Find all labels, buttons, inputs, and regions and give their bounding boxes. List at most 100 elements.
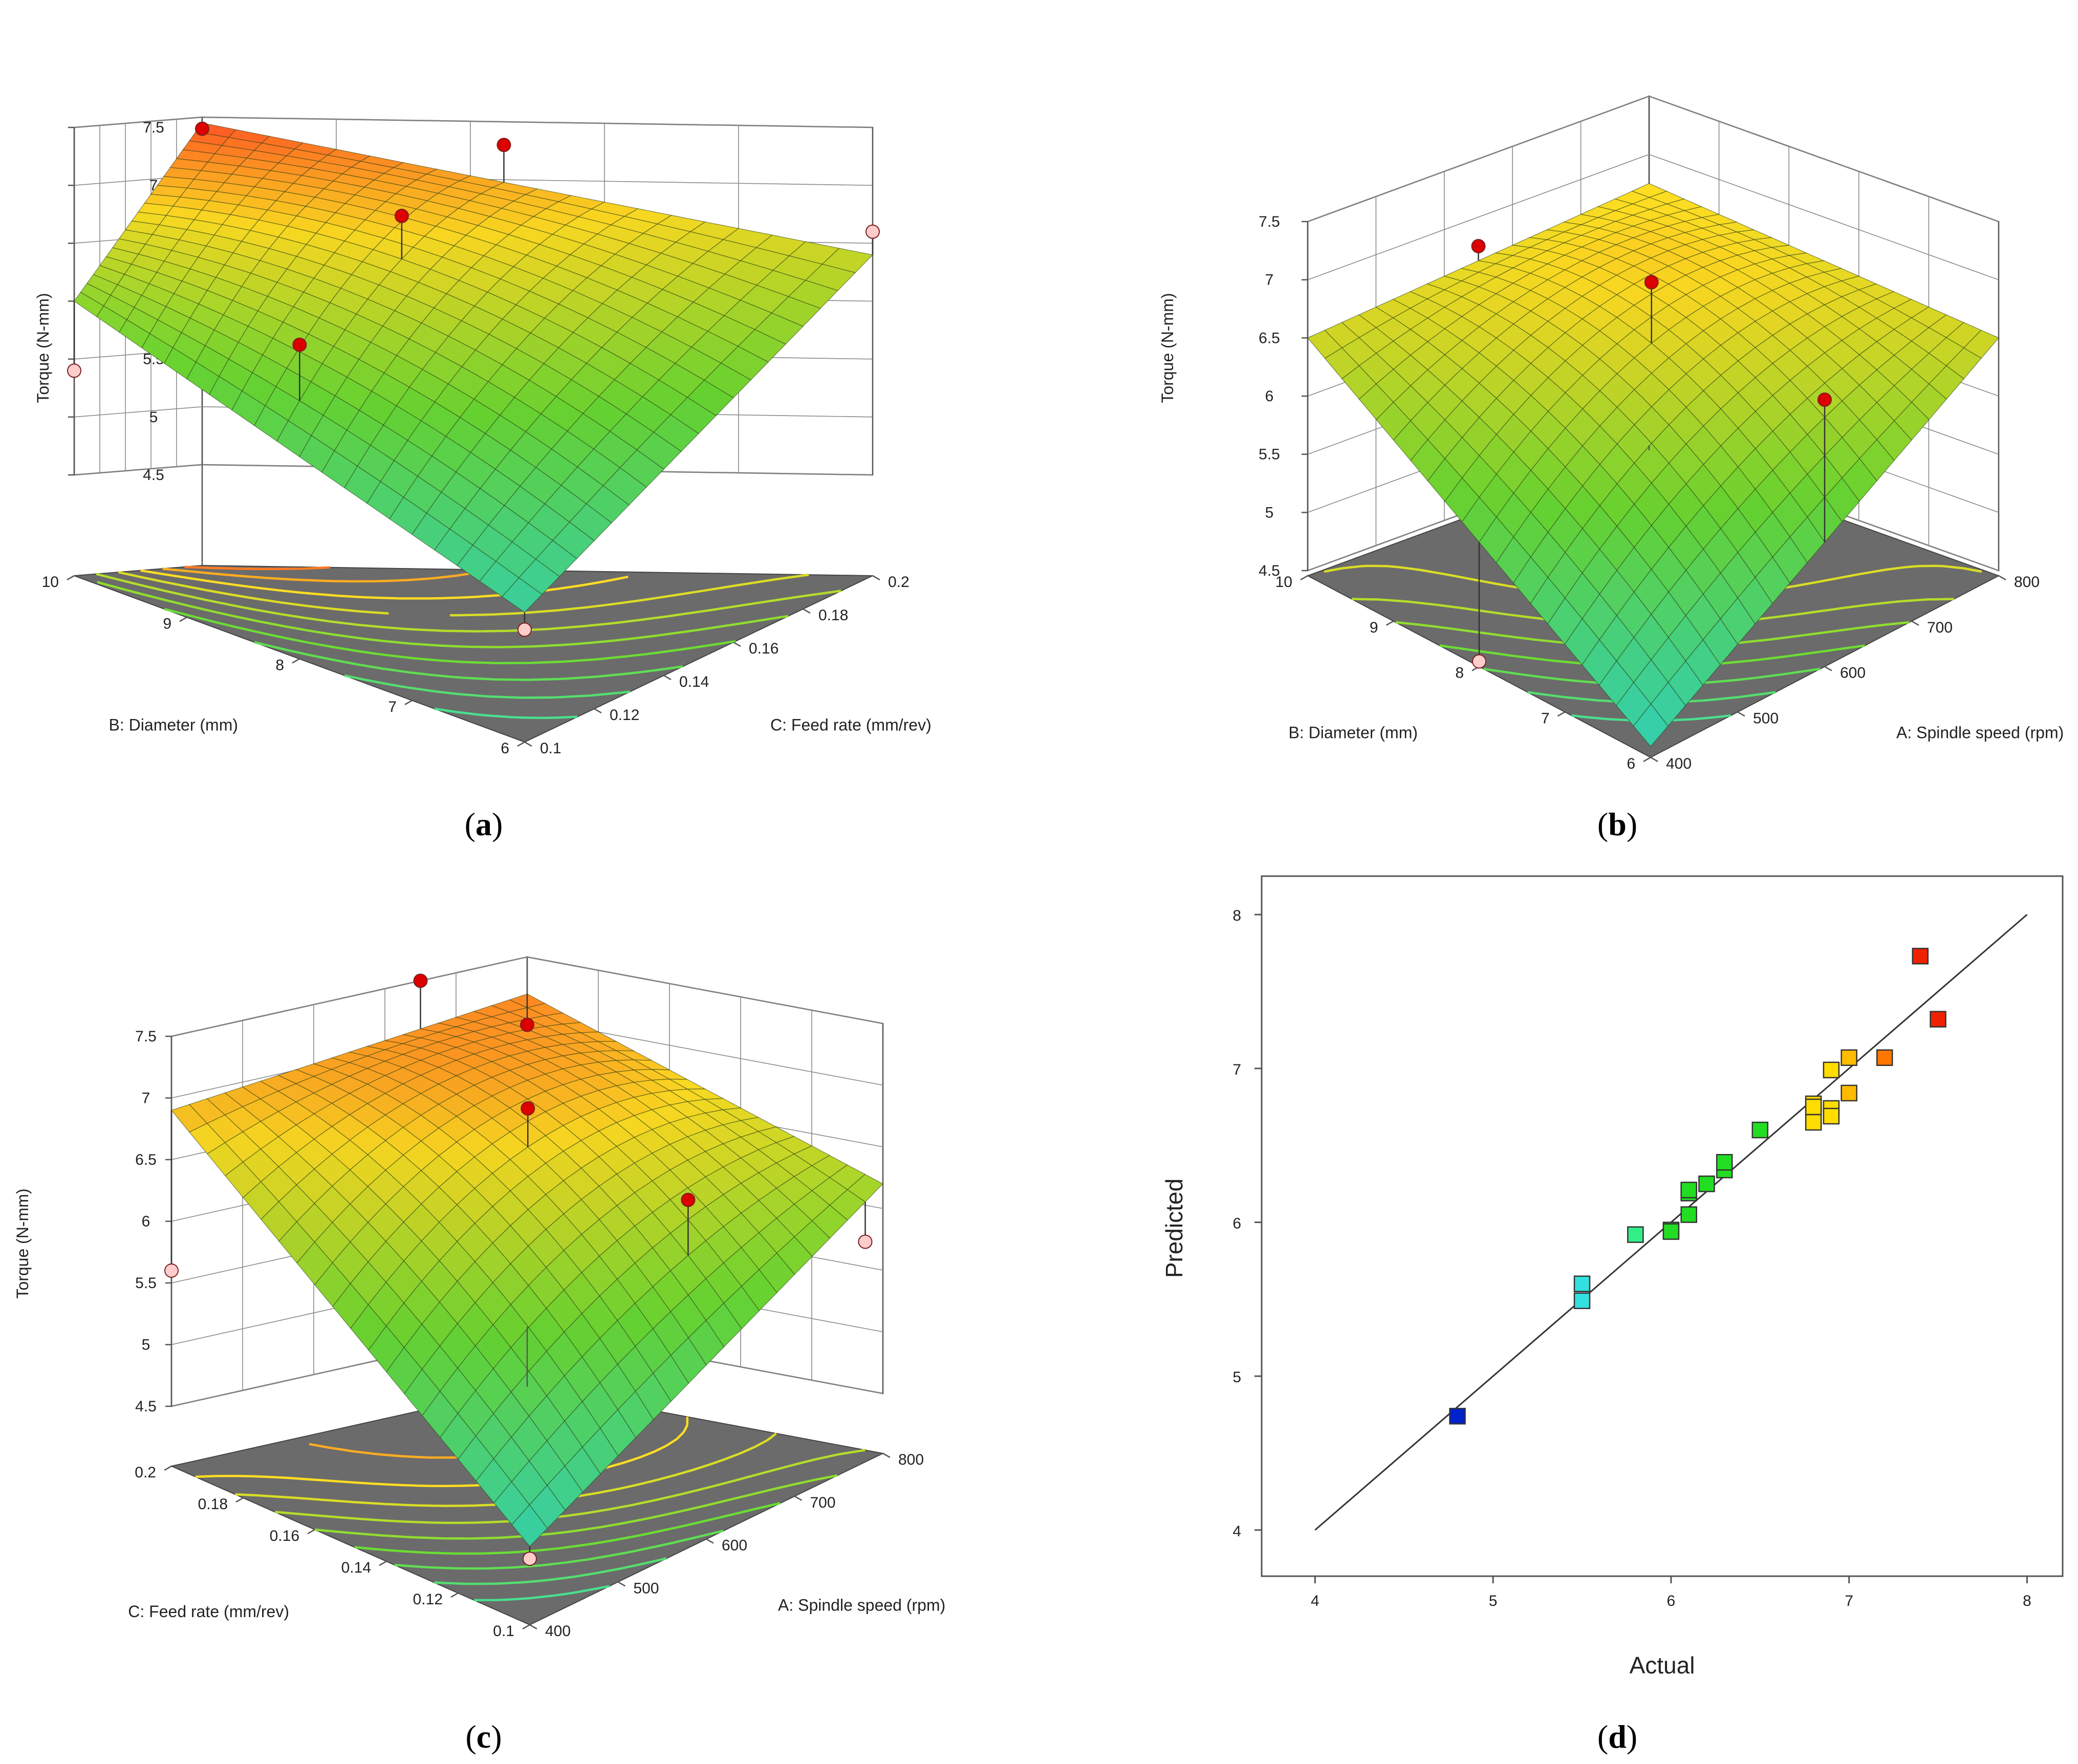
x-axis-label: Actual	[1630, 1652, 1695, 1679]
right-axis-label: A: Spindle speed (rpm)	[778, 1596, 945, 1615]
data-point	[1573, 1275, 1591, 1292]
z-tick-label: 4.5	[135, 1398, 157, 1415]
data-point	[1573, 1292, 1591, 1310]
contour-line	[434, 1557, 667, 1585]
design-point	[1644, 275, 1659, 290]
contour-line	[434, 707, 578, 720]
left-axis-tick	[1386, 620, 1394, 626]
left-axis-tick-label: 9	[1370, 619, 1378, 636]
design-point	[523, 1551, 537, 1566]
response-surface	[170, 993, 884, 1547]
right-axis-label: C: Feed rate (mm/rev)	[770, 716, 932, 734]
z-gridline	[171, 956, 883, 1037]
right-axis-tick	[706, 1538, 714, 1544]
design-point	[681, 1192, 696, 1207]
design-point	[517, 622, 532, 637]
z-tick-label: 4.5	[143, 467, 164, 484]
right-axis-tick	[872, 575, 880, 581]
left-axis-tick	[179, 617, 187, 622]
data-point	[1841, 1049, 1857, 1066]
right-axis-tick-label: 700	[1927, 619, 1953, 636]
z-gridline	[1307, 154, 1999, 280]
left-axis-tick	[1557, 711, 1566, 717]
response-surface	[1307, 183, 2000, 747]
z-axis-label: Torque (N-mm)	[34, 293, 52, 403]
response-surface	[74, 122, 874, 613]
plot-area	[1261, 875, 2064, 1577]
left-axis-tick-label: 7	[388, 699, 397, 715]
left-axis-tick-label: 0.1	[493, 1623, 514, 1640]
left-axis-tick	[379, 1560, 387, 1566]
left-axis-tick	[307, 1529, 315, 1535]
design-point	[1817, 393, 1832, 407]
data-point	[1823, 1107, 1840, 1125]
right-axis-tick	[1737, 711, 1745, 717]
contour-line	[118, 571, 809, 617]
left-axis-tick-label: 6	[501, 740, 509, 757]
left-axis-tick-label: 8	[275, 657, 284, 674]
z-tick-label: 5.5	[135, 1275, 157, 1292]
left-axis-tick	[292, 658, 300, 664]
contour-line	[184, 565, 330, 571]
left-axis-tick-label: 0.14	[341, 1559, 371, 1576]
data-point	[1698, 1175, 1715, 1192]
data-point	[1823, 1061, 1840, 1079]
design-point	[413, 973, 428, 988]
left-axis-tick	[164, 1465, 172, 1471]
z-axis-label: Torque (N-mm)	[13, 1188, 32, 1298]
z-gridline	[1307, 96, 1999, 222]
left-axis-tick-label: 7	[1541, 710, 1550, 727]
left-axis-tick	[1643, 756, 1651, 763]
data-point	[1680, 1182, 1697, 1199]
z-tick-label: 6	[142, 1213, 150, 1230]
surface-cell	[502, 577, 543, 613]
design-point	[520, 1017, 534, 1032]
data-point	[1680, 1206, 1697, 1223]
design-point	[164, 1263, 179, 1278]
design-point	[1471, 239, 1486, 253]
left-axis-tick	[404, 700, 413, 705]
data-point	[1912, 948, 1929, 965]
y-tick-label: 7	[1232, 1061, 1241, 1078]
data-point	[1449, 1408, 1466, 1425]
design-point	[394, 208, 409, 223]
design-point	[858, 1234, 873, 1249]
left-axis-tick	[522, 1624, 530, 1630]
z-tick-label: 7.5	[135, 1028, 157, 1045]
z-tick-label: 7	[1265, 272, 1274, 289]
y-tick-label: 8	[1232, 907, 1241, 924]
z-tick-label: 7	[142, 1090, 150, 1107]
left-axis-tick	[67, 575, 75, 581]
data-point	[1751, 1121, 1769, 1139]
panel-b-surface-plot: 7.5 7 6.5 6 5.5 5 4.5 Torque (N-mm) 10 9 8 7 6 400 500…	[1158, 95, 2064, 772]
y-tick-label: 4	[1232, 1523, 1241, 1540]
y-axis-label: Predicted	[1161, 1179, 1187, 1278]
right-axis-tick-label: 400	[1666, 755, 1692, 772]
design-point	[67, 363, 81, 378]
design-point	[865, 224, 880, 239]
design-point	[496, 138, 511, 153]
left-axis-tick-label: 8	[1455, 665, 1464, 682]
data-point	[1716, 1153, 1733, 1171]
left-axis-tick-label: 0.18	[198, 1496, 228, 1513]
right-axis-tick	[663, 674, 672, 681]
left-axis-tick	[517, 741, 525, 747]
contour-line	[164, 607, 736, 664]
left-axis-tick-label: 6	[1627, 755, 1635, 772]
right-axis-tick-label: 800	[2014, 574, 2040, 591]
right-axis-tick-label: 600	[1840, 665, 1866, 682]
right-axis-tick-label: 0.12	[610, 707, 639, 724]
left-axis-label: B: Diameter (mm)	[1289, 724, 1418, 742]
right-axis-tick-label: 0.2	[888, 574, 910, 591]
x-tick-label: 7	[1845, 1593, 1853, 1609]
right-axis-tick-label: 0.18	[818, 607, 848, 624]
right-axis-tick-label: 500	[1753, 710, 1779, 727]
z-tick-label: 6.5	[1259, 330, 1280, 346]
caption-c: (c)	[465, 1718, 502, 1755]
contour-line	[96, 573, 841, 633]
contour-line	[474, 1585, 610, 1602]
right-axis-tick	[794, 1495, 803, 1501]
z-tick-label: 4.5	[1259, 562, 1280, 579]
